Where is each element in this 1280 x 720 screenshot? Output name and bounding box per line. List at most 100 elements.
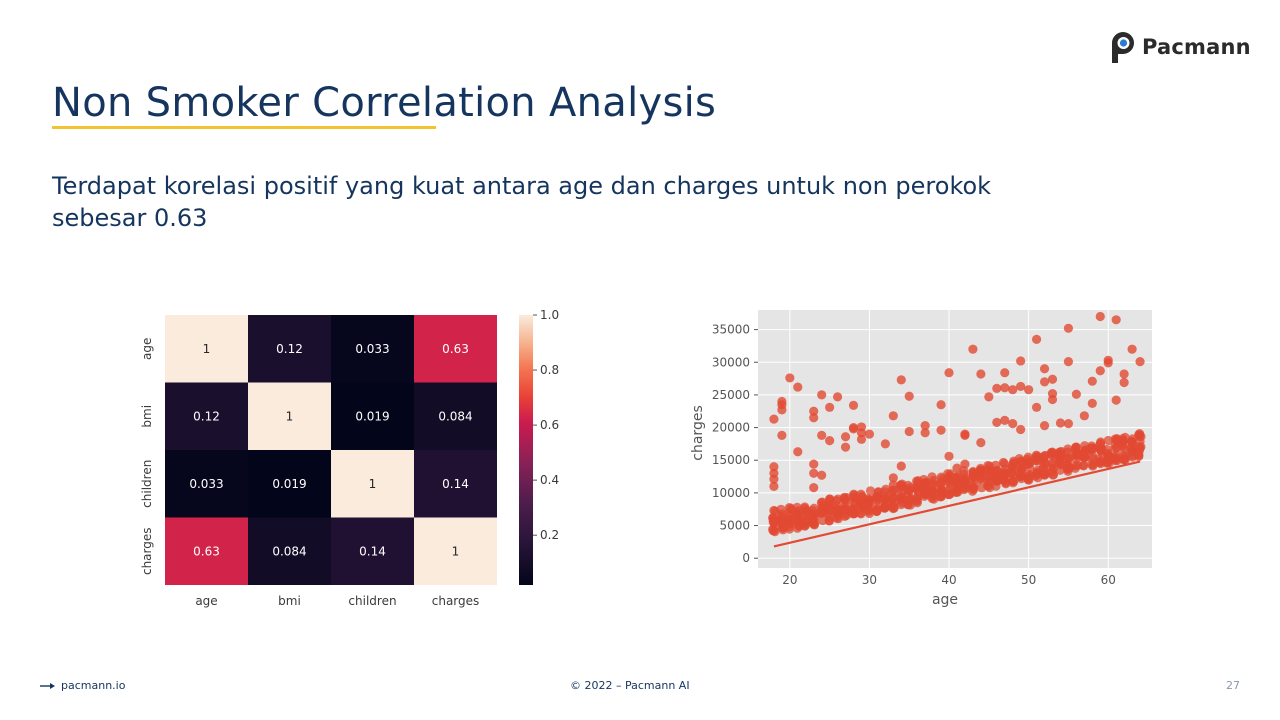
- scatter-point: [903, 485, 913, 495]
- scatter-point: [865, 486, 876, 496]
- scatter-y-tick-label: 0: [742, 551, 750, 565]
- scatter-point: [1110, 452, 1121, 462]
- scatter-point: [1070, 461, 1080, 471]
- footer-website[interactable]: pacmann.io: [40, 679, 125, 692]
- scatter-point: [855, 497, 865, 508]
- heatmap-cell: [248, 517, 331, 585]
- scatter-point: [927, 479, 937, 489]
- scatter-point: [769, 505, 779, 516]
- scatter-point: [943, 473, 953, 483]
- scatter-y-tick-label: 25000: [712, 388, 750, 402]
- scatter-point: [777, 430, 787, 441]
- heatmap-cell: [165, 450, 248, 518]
- scatter-trend-line: [773, 460, 1141, 548]
- scatter-point: [1016, 381, 1026, 392]
- scatter-point: [809, 503, 819, 513]
- scatter-point: [848, 400, 859, 410]
- colorbar-tick-label: 0.6: [540, 418, 559, 432]
- scatter-point: [1016, 356, 1026, 366]
- scatter-point: [818, 516, 828, 526]
- scatter-point: [992, 383, 1002, 393]
- scatter-point: [976, 369, 986, 379]
- scatter-point: [1039, 364, 1050, 374]
- heatmap-x-tick-label: age: [195, 594, 217, 608]
- scatter-point: [1063, 323, 1074, 333]
- arrow-right-icon: [40, 682, 55, 689]
- heatmap-cell-label: 0.033: [355, 342, 389, 356]
- heatmap-x-tick-label: bmi: [278, 594, 301, 608]
- scatter-point: [1038, 469, 1048, 479]
- scatter-point: [792, 502, 802, 512]
- scatter-point: [1063, 357, 1074, 367]
- scatter-x-tick-label: 60: [1101, 573, 1116, 587]
- title-underline: [52, 126, 436, 129]
- scatter-x-tick-label: 30: [862, 573, 877, 587]
- heatmap-cell-label: 0.63: [442, 342, 469, 356]
- scatter-point: [896, 375, 906, 385]
- scatter-point: [1127, 443, 1137, 454]
- scatter-point: [817, 390, 827, 400]
- scatter-point: [840, 442, 851, 452]
- scatter-point: [1031, 334, 1042, 344]
- heatmap-cell: [165, 517, 248, 585]
- scatter-point: [1007, 468, 1017, 478]
- scatter-point: [960, 476, 970, 487]
- scatter-point: [1070, 444, 1080, 455]
- scatter-point: [1119, 377, 1129, 388]
- scatter-point: [1055, 418, 1066, 428]
- scatter-point: [889, 503, 899, 513]
- heatmap-cell-label: 0.019: [272, 477, 306, 491]
- scatter-point: [809, 406, 819, 416]
- scatter-point: [896, 481, 906, 492]
- scatter-point: [920, 428, 930, 438]
- scatter-point: [1008, 419, 1018, 429]
- scatter-point: [769, 526, 779, 536]
- scatter-point: [1047, 458, 1057, 468]
- scatter-point: [840, 432, 851, 442]
- scatter-point: [927, 493, 937, 504]
- scatter-point: [863, 504, 873, 515]
- scatter-point: [809, 459, 819, 469]
- scatter-point: [793, 447, 803, 457]
- scatter-point: [769, 414, 779, 424]
- scatter-band-group: [768, 429, 1146, 537]
- scatter-point: [793, 382, 803, 392]
- scatter-point: [1055, 447, 1065, 458]
- scatter-point: [840, 494, 850, 505]
- scatter-point: [927, 472, 937, 482]
- heatmap-x-tick-label: charges: [432, 594, 480, 608]
- scatter-y-tick-label: 10000: [712, 486, 750, 500]
- scatter-point: [849, 492, 859, 502]
- heatmap-cell: [165, 315, 248, 383]
- scatter-point: [1111, 315, 1121, 325]
- scatter-x-tick-label: 20: [782, 573, 797, 587]
- scatter-point: [1095, 366, 1105, 376]
- scatter-point: [1014, 461, 1025, 471]
- heatmap-cell-label: 0.084: [438, 409, 472, 423]
- scatter-point: [1000, 368, 1010, 378]
- scatter-point: [904, 391, 914, 401]
- heatmap-cell: [414, 315, 497, 383]
- scatter-point: [1127, 344, 1137, 354]
- heatmap-cell-label: 0.14: [359, 544, 386, 558]
- scatter-y-tick-label: 20000: [712, 421, 750, 435]
- scatter-point: [951, 472, 962, 482]
- scatter-point: [1095, 440, 1105, 450]
- scatter-point: [960, 459, 970, 469]
- colorbar-tick-label: 0.8: [540, 363, 559, 377]
- correlation-heatmap: 1 0.12 0.033 0.63 0.12 1 0.019 0.084 0.033 0.019 1…: [140, 308, 559, 608]
- scatter-point: [1078, 460, 1089, 470]
- heatmap-cell-label: 1: [203, 342, 211, 356]
- scatter-point: [848, 509, 858, 519]
- scatter-point: [809, 519, 819, 530]
- scatter-point: [888, 473, 898, 483]
- scatter-point: [1119, 369, 1129, 379]
- scatter-point: [809, 468, 819, 478]
- scatter-point: [920, 421, 930, 431]
- age-charges-scatter: 20 30 40 50 60 0 5000 10000 15000 20000 25000 30000…: [690, 310, 1152, 608]
- scatter-point: [888, 493, 899, 503]
- scatter-point: [1127, 451, 1137, 461]
- heatmap-y-tick-label: bmi: [140, 405, 154, 428]
- scatter-y-tick-label: 30000: [712, 355, 750, 369]
- scatter-x-tick-label: 50: [1021, 573, 1036, 587]
